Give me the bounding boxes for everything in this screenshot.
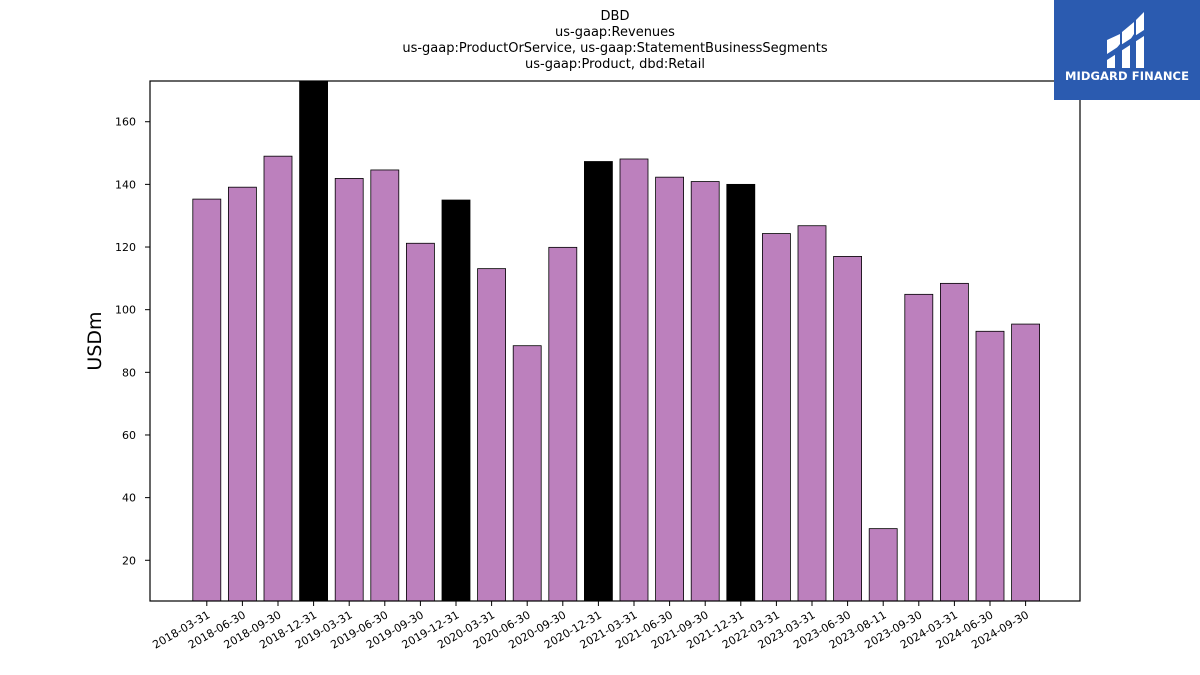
bar-2020-12-31 <box>584 161 613 602</box>
y-tick-label: 140 <box>115 178 136 191</box>
y-axis-label: USDm <box>84 311 106 370</box>
chart-title-line-4: us-gaap:Product, dbd:Retail <box>525 57 705 72</box>
brand-logo: MIDGARD FINANCE <box>1054 0 1200 100</box>
bar-2020-03-31 <box>477 268 507 602</box>
bar-2023-08-11 <box>868 528 898 602</box>
y-axis: 20 40 60 80 100 120 140 160 <box>115 116 150 567</box>
bar-2020-06-30 <box>512 345 542 602</box>
y-tick-label: 20 <box>122 554 136 567</box>
bar-2019-03-31 <box>334 178 364 602</box>
bar-2019-09-30 <box>405 242 435 602</box>
bar-2019-12-31 <box>441 199 471 602</box>
y-tick-label: 60 <box>122 429 136 442</box>
chart-title-line-3: us-gaap:ProductOrService, us-gaap:Statem… <box>402 41 828 56</box>
bar-2018-09-30 <box>263 155 293 602</box>
bar-2020-09-30 <box>548 246 578 602</box>
chart-title: DBD us-gaap:Revenues us-gaap:ProductOrSe… <box>402 9 828 72</box>
bar-2024-09-30 <box>1011 323 1040 602</box>
y-tick-label: 100 <box>115 304 136 317</box>
bar-2018-12-31 <box>299 80 329 602</box>
chart-title-line-2: us-gaap:Revenues <box>555 25 675 40</box>
bar-2023-03-31 <box>797 225 827 602</box>
y-tick-label: 120 <box>115 241 136 254</box>
midgard-logo-icon <box>1107 12 1144 68</box>
y-tick-label: 40 <box>122 492 136 505</box>
bar-2021-06-30 <box>655 176 684 602</box>
bar-2022-03-31 <box>762 233 791 602</box>
bar-2023-06-30 <box>833 256 862 602</box>
bars <box>192 80 1040 602</box>
chart-title-line-1: DBD <box>601 9 630 24</box>
y-tick-label: 160 <box>115 116 136 129</box>
bar-2018-06-30 <box>227 186 257 602</box>
bar-2021-03-31 <box>619 158 649 602</box>
bar-2021-12-31 <box>726 183 756 602</box>
bar-2019-06-30 <box>370 169 400 602</box>
x-axis: 2018-03-312018-06-302018-09-302018-12-31… <box>150 601 1031 652</box>
bar-2018-03-31 <box>192 198 222 602</box>
bar-2024-03-31 <box>940 282 969 602</box>
y-tick-label: 80 <box>122 366 136 379</box>
bar-2021-09-30 <box>690 181 720 602</box>
brand-name: MIDGARD FINANCE <box>1064 69 1190 83</box>
bar-2024-06-30 <box>975 330 1005 602</box>
bar-2023-09-30 <box>904 293 934 602</box>
plot-frame <box>149 80 1081 602</box>
